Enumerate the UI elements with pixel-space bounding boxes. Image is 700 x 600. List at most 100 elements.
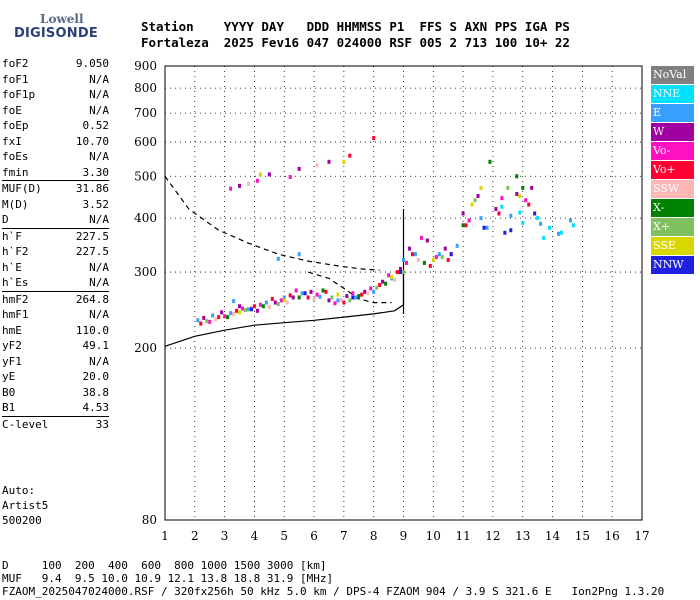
data-point bbox=[264, 300, 268, 305]
legend-item: NNE bbox=[651, 85, 694, 103]
data-point bbox=[416, 257, 420, 262]
data-point bbox=[232, 311, 236, 316]
data-point bbox=[461, 211, 465, 216]
x-tick-label: 8 bbox=[370, 529, 378, 543]
data-point bbox=[345, 294, 349, 299]
param-row: hmE 110.0 bbox=[2, 323, 109, 339]
data-point bbox=[327, 298, 331, 303]
legend-item: W bbox=[651, 123, 694, 141]
y-tick-label: 80 bbox=[142, 513, 157, 527]
data-point bbox=[261, 304, 265, 309]
data-point bbox=[530, 185, 534, 190]
data-point bbox=[402, 270, 405, 275]
param-value: 3.52 bbox=[82, 197, 110, 211]
data-point bbox=[288, 175, 292, 180]
data-point bbox=[351, 291, 355, 296]
param-row: yE 20.0 bbox=[2, 369, 109, 385]
y-tick-label: 700 bbox=[134, 106, 157, 120]
param-row: fxI 10.70 bbox=[2, 134, 109, 150]
data-point bbox=[270, 296, 274, 301]
data-point bbox=[285, 300, 289, 305]
data-point bbox=[226, 315, 230, 320]
data-point bbox=[354, 295, 358, 300]
param-name: foEs bbox=[2, 150, 29, 163]
param-value: N/A bbox=[89, 213, 109, 226]
data-point bbox=[464, 223, 468, 228]
data-point bbox=[238, 183, 242, 188]
station-header: Station YYYY DAY DDD HHMMSS P1 FFS S AXN… bbox=[141, 19, 570, 51]
param-name: h`E bbox=[2, 260, 22, 274]
param-name: foE bbox=[2, 103, 22, 117]
data-point bbox=[548, 225, 552, 230]
param-name: fxI bbox=[2, 134, 22, 148]
param-value: 4.53 bbox=[82, 401, 110, 414]
param-row: foF1 N/A bbox=[2, 72, 109, 88]
param-name: B0 bbox=[2, 385, 16, 399]
data-point bbox=[336, 298, 340, 303]
param-name: h`Es bbox=[2, 276, 29, 289]
data-point bbox=[467, 218, 471, 223]
data-point bbox=[246, 181, 250, 186]
data-point bbox=[372, 289, 376, 294]
data-point bbox=[217, 315, 221, 320]
data-point bbox=[223, 314, 227, 319]
ionospheric-parameters-panel: foF2 9.050 foF1 N/A foF1p N/A foE N/A foEp 0.52 fx… bbox=[2, 56, 109, 432]
data-point bbox=[303, 291, 307, 296]
param-value: N/A bbox=[89, 103, 109, 117]
legend-item: NoVal bbox=[651, 66, 694, 84]
data-point bbox=[557, 231, 561, 236]
param-name: foF2 bbox=[2, 57, 29, 70]
x-tick-label: 9 bbox=[400, 529, 408, 543]
data-point bbox=[393, 277, 397, 282]
param-row: foF1p N/A bbox=[2, 87, 109, 103]
data-point bbox=[402, 257, 405, 262]
x-tick-label: 11 bbox=[455, 529, 470, 543]
data-point bbox=[476, 194, 480, 199]
data-point bbox=[246, 307, 250, 312]
param-name: D bbox=[2, 213, 9, 226]
data-point bbox=[258, 172, 262, 177]
param-row: fmin 3.30 bbox=[2, 165, 109, 181]
data-point bbox=[378, 283, 382, 288]
data-point bbox=[527, 202, 531, 207]
x-tick-label: 3 bbox=[221, 529, 229, 543]
param-row: yF2 49.1 bbox=[2, 338, 109, 354]
param-row: hmF1 N/A bbox=[2, 307, 109, 323]
x-tick-label: 14 bbox=[545, 529, 561, 543]
x-tick-label: 5 bbox=[280, 529, 288, 543]
data-point bbox=[339, 298, 343, 303]
y-tick-label: 300 bbox=[134, 265, 157, 279]
param-value: N/A bbox=[89, 88, 109, 101]
param-row: hmF2 264.8 bbox=[2, 290, 109, 308]
data-point bbox=[297, 166, 301, 171]
param-name: hmF2 bbox=[2, 292, 29, 306]
data-point bbox=[372, 136, 376, 141]
param-value: 264.8 bbox=[75, 292, 109, 306]
data-point bbox=[267, 172, 271, 177]
param-name: C-level bbox=[2, 417, 49, 431]
data-point bbox=[473, 198, 477, 203]
data-point bbox=[229, 311, 233, 316]
param-value: 10.70 bbox=[75, 134, 109, 148]
param-row: MUF(D) 31.86 bbox=[2, 180, 109, 197]
data-point bbox=[300, 291, 304, 296]
x-tick-label: 6 bbox=[310, 529, 318, 543]
data-point bbox=[461, 223, 465, 228]
param-name: foF1p bbox=[2, 88, 36, 101]
param-value: 20.0 bbox=[82, 370, 110, 383]
x-tick-label: 1 bbox=[161, 529, 169, 543]
param-value: N/A bbox=[89, 308, 109, 321]
data-point bbox=[399, 266, 403, 271]
data-point bbox=[288, 293, 292, 298]
data-point bbox=[306, 295, 310, 300]
data-point bbox=[249, 307, 253, 312]
polarization-legend: NoVal NNE E W Vo- Vo+ SSW X- X+ SSE NNW bbox=[651, 66, 694, 275]
data-point bbox=[348, 153, 352, 158]
data-point bbox=[333, 301, 337, 306]
data-point bbox=[568, 218, 572, 223]
data-point bbox=[479, 216, 483, 221]
legend-item: X+ bbox=[651, 218, 694, 236]
data-point bbox=[425, 238, 429, 243]
data-point bbox=[396, 270, 400, 275]
y-tick-label: 200 bbox=[134, 341, 157, 355]
